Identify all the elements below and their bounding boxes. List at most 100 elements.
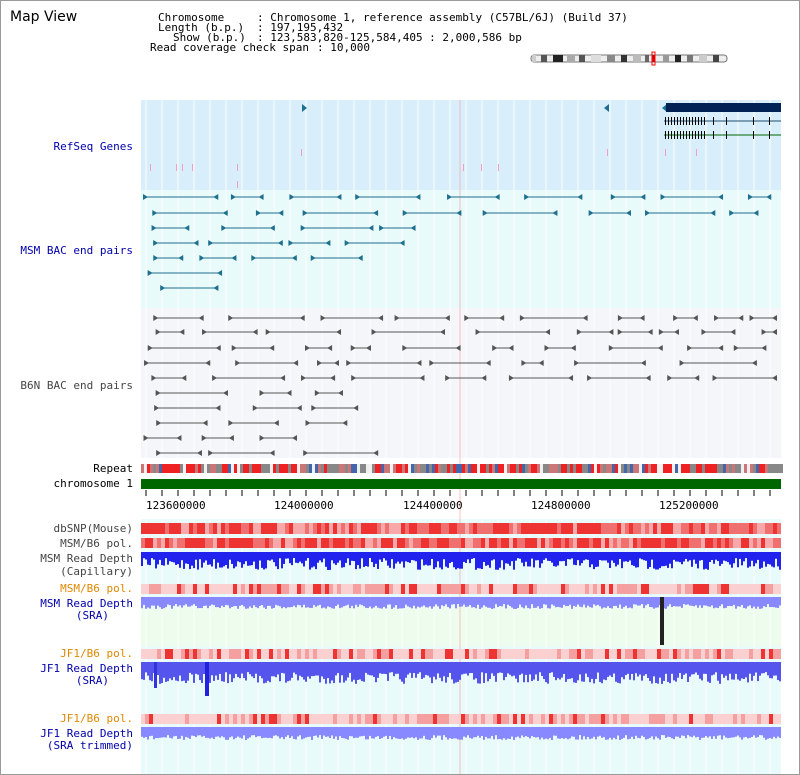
polymorphism-cell [469, 714, 473, 724]
polymorphism-cell [205, 538, 209, 548]
read-depth-bar [349, 662, 351, 673]
read-depth-bar [575, 552, 577, 566]
track-label-dbsnp[interactable]: dbSNP(Mouse) [53, 522, 133, 535]
track-label-msm-depth-cap[interactable]: MSM Read Depth [40, 552, 133, 565]
read-depth-bar [323, 552, 325, 559]
read-depth-bar [661, 727, 663, 736]
track-label-jf1-b6-pol-1[interactable]: JF1/B6 pol. [60, 647, 133, 660]
polymorphism-cell [565, 584, 569, 594]
track-label-repeat[interactable]: Repeat [93, 462, 133, 475]
read-depth-bar [541, 662, 543, 676]
read-depth-bar [467, 597, 469, 607]
repeat-segment [540, 464, 543, 473]
read-depth-bar [669, 662, 671, 684]
polymorphism-cell [161, 538, 165, 548]
read-depth-bar [211, 552, 213, 567]
polymorphism-cell [777, 649, 781, 659]
track-label-jf1-depth-trim[interactable]: JF1 Read Depth [40, 727, 133, 740]
polymorphism-cell [317, 584, 321, 594]
read-depth-bar [247, 597, 249, 609]
polymorphism-cell [585, 538, 589, 548]
read-depth-bar [175, 662, 177, 681]
bac-end-arrow [753, 210, 759, 216]
polymorphism-cell [641, 714, 645, 724]
polymorphism-cell [173, 523, 177, 534]
repeat-segment [324, 464, 327, 473]
polymorphism-cell [217, 714, 221, 724]
read-depth-bar [631, 552, 633, 566]
bac-end-arrow [155, 390, 161, 396]
polymorphism-cell [569, 538, 573, 548]
polymorphism-cell [277, 538, 281, 548]
track-label-msm-b6-pol-2[interactable]: MSM/B6 pol. [60, 582, 133, 595]
polymorphism-cell [229, 714, 233, 724]
bac-end-arrow [184, 225, 190, 231]
read-depth-bar [711, 662, 713, 676]
read-depth-bar [273, 597, 275, 608]
read-depth-bar [177, 597, 179, 607]
track-label-msm-b6-pol-1[interactable]: MSM/B6 pol. [60, 537, 133, 550]
read-depth-bar [545, 597, 547, 605]
polymorphism-cell [369, 538, 373, 548]
read-depth-bar [305, 597, 307, 608]
polymorphism-cell [361, 714, 365, 724]
read-depth-bar [651, 727, 653, 737]
read-depth-bar [429, 597, 431, 607]
read-depth-bar [403, 727, 405, 740]
polymorphism-cell [761, 538, 765, 548]
polymorphism-cell [197, 584, 201, 594]
repeat-segment [156, 464, 159, 473]
polymorphism-cell [497, 538, 501, 548]
track-label-refseq-genes[interactable]: RefSeq Genes [53, 140, 133, 153]
polymorphism-cell [581, 523, 585, 534]
track-label-jf1-b6-pol-2[interactable]: JF1/B6 pol. [60, 712, 133, 725]
read-depth-bar [465, 552, 467, 563]
track-label-b6n-bac[interactable]: B6N BAC end pairs [20, 379, 133, 392]
read-depth-bar [267, 552, 269, 561]
read-depth-bar [411, 552, 413, 561]
read-depth-bar [375, 727, 377, 737]
read-depth-bar [719, 727, 721, 736]
polymorphism-cell [393, 649, 397, 659]
polymorphism-cell [533, 584, 537, 594]
polymorphism-cell [377, 584, 381, 594]
read-depth-bar [437, 662, 439, 674]
repeat-segment [537, 464, 540, 473]
read-depth-bar [263, 662, 265, 684]
repeat-segment [645, 464, 648, 473]
read-depth-bar [763, 727, 765, 738]
repeat-segment [549, 464, 552, 473]
polymorphism-cell [517, 538, 521, 548]
read-depth-bar [597, 662, 599, 673]
read-depth-bar [585, 662, 587, 674]
read-depth-bar [163, 727, 165, 738]
track-label-msm-bac[interactable]: MSM BAC end pairs [20, 244, 133, 257]
polymorphism-cell [205, 584, 209, 594]
polymorphism-cell [329, 714, 333, 724]
read-depth-bar [575, 727, 577, 740]
track-label-msm-depth-sra[interactable]: MSM Read Depth [40, 597, 133, 610]
read-depth-bar [415, 552, 417, 562]
polymorphism-cell [317, 538, 321, 548]
repeat-segment [237, 464, 240, 473]
read-depth-bar [517, 662, 519, 683]
read-depth-bar [589, 552, 591, 568]
read-depth-bar [309, 597, 311, 608]
bac-end-arrow [269, 450, 275, 456]
track-label-jf1-depth-sra[interactable]: JF1 Read Depth [40, 662, 133, 675]
polymorphism-cell [561, 584, 565, 594]
bac-end-arrow [269, 345, 275, 351]
bac-end-arrow [524, 194, 530, 200]
read-depth-bar [255, 662, 257, 674]
read-depth-bar [257, 597, 259, 609]
read-depth-bar [371, 552, 373, 563]
gene-tick [607, 149, 608, 156]
read-depth-bar [339, 727, 341, 737]
bac-end-arrow [402, 345, 408, 351]
read-depth-bar [647, 552, 649, 569]
bac-end-arrow [645, 210, 651, 216]
polymorphism-cell [337, 523, 341, 534]
read-depth-bar [141, 552, 143, 567]
polymorphism-cell [545, 649, 549, 659]
